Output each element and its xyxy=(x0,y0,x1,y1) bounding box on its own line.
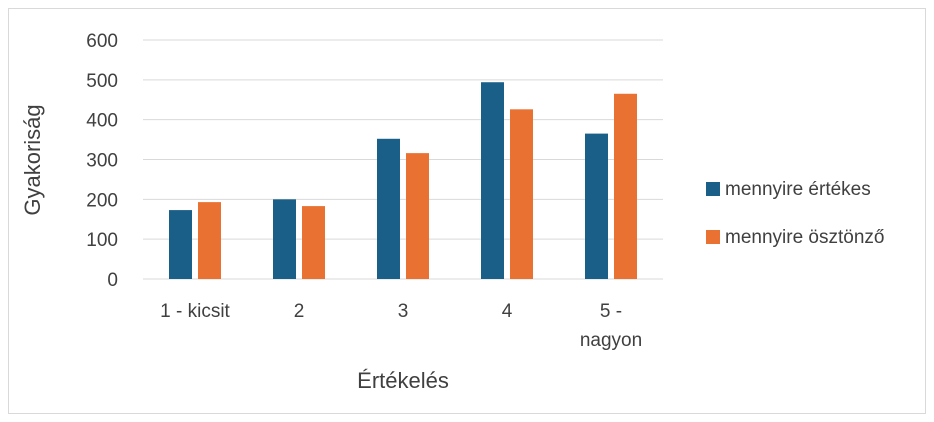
bar-osztonzo-4 xyxy=(510,109,533,279)
x-category-label: 1 - kicsit xyxy=(160,301,230,322)
legend: mennyire értékes mennyire ösztönző xyxy=(706,179,884,248)
bars xyxy=(169,82,637,280)
bar-ertekes-5 xyxy=(585,133,608,279)
y-tick-label: 200 xyxy=(86,190,118,211)
bar-osztonzo-3 xyxy=(406,153,429,279)
legend-label: mennyire értékes xyxy=(725,179,871,200)
y-tick-label: 0 xyxy=(107,270,118,291)
x-category-label: 2 xyxy=(294,301,305,322)
bar-ertekes-2 xyxy=(273,199,296,279)
y-axis-tick-labels: 0 100 200 300 400 500 600 xyxy=(86,31,118,291)
y-axis-title: Gyakoriság xyxy=(20,104,45,215)
gridlines xyxy=(143,39,663,280)
bar-ertekes-3 xyxy=(377,138,400,279)
y-tick-label: 400 xyxy=(86,111,118,132)
x-category-label: 5 - xyxy=(600,301,622,322)
y-tick-label: 100 xyxy=(86,230,118,251)
y-tick-label: 600 xyxy=(86,31,118,52)
bar-ertekes-4 xyxy=(481,82,504,280)
x-category-label: 3 xyxy=(398,301,409,322)
bar-osztonzo-2 xyxy=(302,206,325,279)
bar-osztonzo-1 xyxy=(198,202,221,279)
bar-ertekes-1 xyxy=(169,210,192,279)
y-tick-label: 500 xyxy=(86,71,118,92)
y-tick-label: 300 xyxy=(86,151,118,172)
x-category-label: nagyon xyxy=(580,330,642,351)
legend-label: mennyire ösztönző xyxy=(725,227,884,248)
x-axis-title: Értékelés xyxy=(357,368,449,393)
x-axis-category-labels: 1 - kicsit 2 3 4 5 - nagyon xyxy=(160,301,642,351)
legend-swatch xyxy=(706,182,720,196)
x-category-label: 4 xyxy=(502,301,513,322)
legend-swatch xyxy=(706,230,720,244)
bar-osztonzo-5 xyxy=(614,93,637,280)
chart-frame xyxy=(8,8,926,414)
